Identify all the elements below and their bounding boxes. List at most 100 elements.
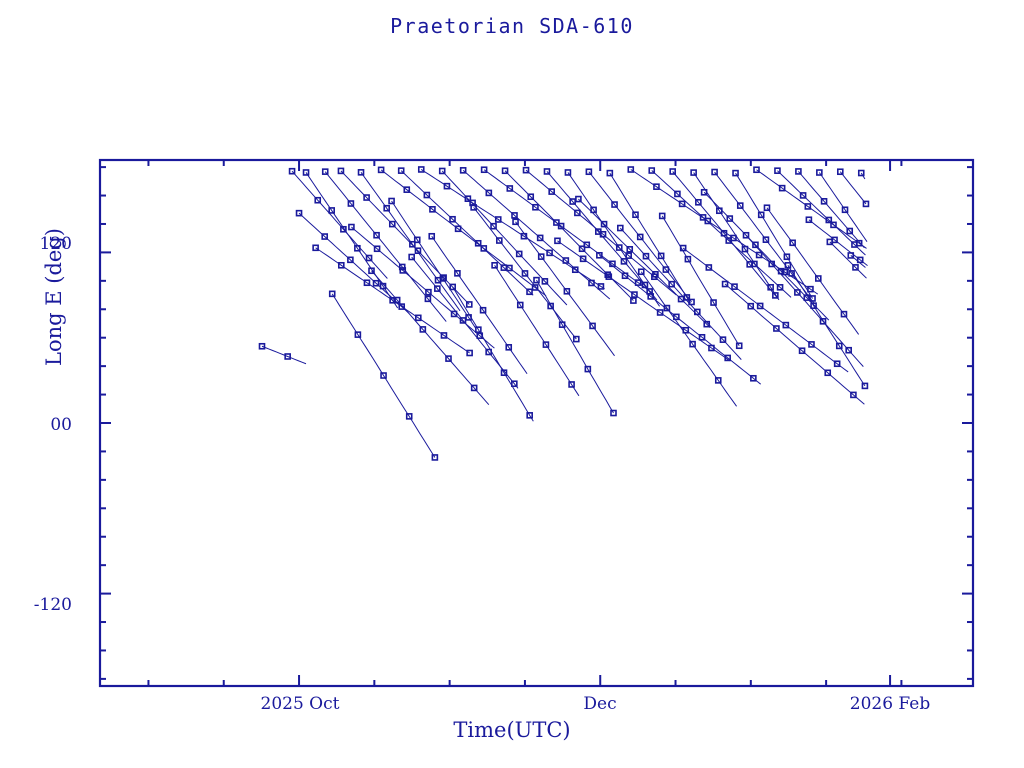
data-track xyxy=(774,167,866,256)
data-point-marker xyxy=(500,369,508,377)
data-point-marker xyxy=(776,284,784,291)
data-point-marker xyxy=(805,216,813,224)
data-track xyxy=(721,280,865,405)
data-track xyxy=(328,290,439,461)
data-point-marker xyxy=(731,283,738,290)
data-track xyxy=(533,276,617,417)
data-point-marker xyxy=(403,186,411,193)
data-point-marker xyxy=(583,241,591,249)
page-title: Praetorian SDA-610 xyxy=(390,14,634,38)
data-point-marker xyxy=(658,212,666,220)
data-point-marker xyxy=(826,238,834,246)
data-point-marker xyxy=(710,299,717,306)
data-track xyxy=(302,169,399,309)
data-track xyxy=(847,252,866,268)
data-point-marker xyxy=(558,321,566,328)
data-point-marker xyxy=(841,206,849,214)
data-point-marker xyxy=(365,254,373,262)
data-point-marker xyxy=(617,224,624,232)
data-point-marker xyxy=(377,166,385,174)
data-point-marker xyxy=(454,225,462,233)
data-point-marker xyxy=(480,245,488,252)
data-point-marker xyxy=(735,342,743,350)
data-point-marker xyxy=(536,234,544,242)
data-point-marker xyxy=(684,255,692,263)
data-point-marker xyxy=(340,225,347,233)
data-point-marker xyxy=(363,279,371,287)
data-point-marker xyxy=(399,267,407,274)
data-point-marker xyxy=(668,280,675,288)
data-point-marker xyxy=(611,201,618,208)
data-point-marker xyxy=(695,198,702,206)
data-point-marker xyxy=(741,245,749,253)
data-point-marker xyxy=(573,335,580,343)
data-point-marker xyxy=(568,381,575,388)
data-point-marker xyxy=(830,221,837,229)
data-track xyxy=(397,167,534,296)
data-point-marker xyxy=(284,353,291,360)
data-point-marker xyxy=(836,168,844,176)
data-point-marker xyxy=(443,182,451,190)
data-point-marker xyxy=(704,217,712,225)
data-point-marker xyxy=(596,251,603,259)
data-point-marker xyxy=(852,264,859,271)
data-point-marker xyxy=(721,280,729,288)
data-point-marker xyxy=(557,222,565,230)
data-point-marker xyxy=(663,304,671,312)
data-point-marker xyxy=(835,342,843,350)
axis-ticks xyxy=(100,160,973,686)
data-point-marker xyxy=(500,264,508,271)
data-point-marker xyxy=(657,252,665,260)
data-point-marker xyxy=(575,195,582,203)
data-point-marker xyxy=(783,253,791,261)
data-point-marker xyxy=(543,168,551,175)
data-point-marker xyxy=(526,288,533,296)
axes-frame xyxy=(98,158,975,688)
data-point-marker xyxy=(789,239,796,247)
data-point-marker xyxy=(632,211,639,219)
data-point-marker xyxy=(782,321,790,329)
x-tick-label-2026-feb: 2026 Feb xyxy=(849,694,931,714)
data-point-marker xyxy=(459,317,467,324)
data-point-marker xyxy=(578,245,586,253)
data-point-marker xyxy=(845,346,852,354)
data-track xyxy=(564,169,661,307)
data-point-marker xyxy=(656,309,664,316)
data-point-marker xyxy=(719,336,727,343)
data-point-marker xyxy=(833,360,841,368)
data-point-marker xyxy=(720,229,728,237)
data-series-layer xyxy=(258,166,870,461)
data-point-marker xyxy=(708,344,715,352)
data-track xyxy=(377,166,547,297)
data-point-marker xyxy=(501,167,509,175)
data-point-marker xyxy=(846,227,854,235)
data-point-marker xyxy=(711,168,718,176)
data-point-marker xyxy=(434,285,441,292)
data-point-marker xyxy=(726,215,734,222)
data-point-marker xyxy=(459,167,467,174)
data-point-marker xyxy=(414,314,422,322)
data-point-marker xyxy=(600,220,608,228)
data-point-marker xyxy=(564,169,572,176)
data-point-marker xyxy=(363,194,370,201)
data-track xyxy=(491,262,580,397)
data-track xyxy=(258,342,307,365)
data-point-marker xyxy=(606,169,614,177)
data-point-marker xyxy=(820,198,828,205)
data-track xyxy=(596,251,762,385)
data-point-marker xyxy=(328,290,336,298)
data-point-marker xyxy=(795,168,802,175)
data-point-marker xyxy=(522,166,530,174)
x-tick-label-2025-oct: 2025 Oct xyxy=(260,694,340,714)
data-point-marker xyxy=(512,218,519,226)
data-point-marker xyxy=(637,268,645,276)
data-point-marker xyxy=(861,382,869,390)
data-track xyxy=(438,167,568,306)
data-point-marker xyxy=(258,342,266,350)
data-point-marker xyxy=(516,301,524,309)
data-track xyxy=(417,166,605,290)
data-point-marker xyxy=(548,188,555,195)
data-point-marker xyxy=(756,302,764,310)
